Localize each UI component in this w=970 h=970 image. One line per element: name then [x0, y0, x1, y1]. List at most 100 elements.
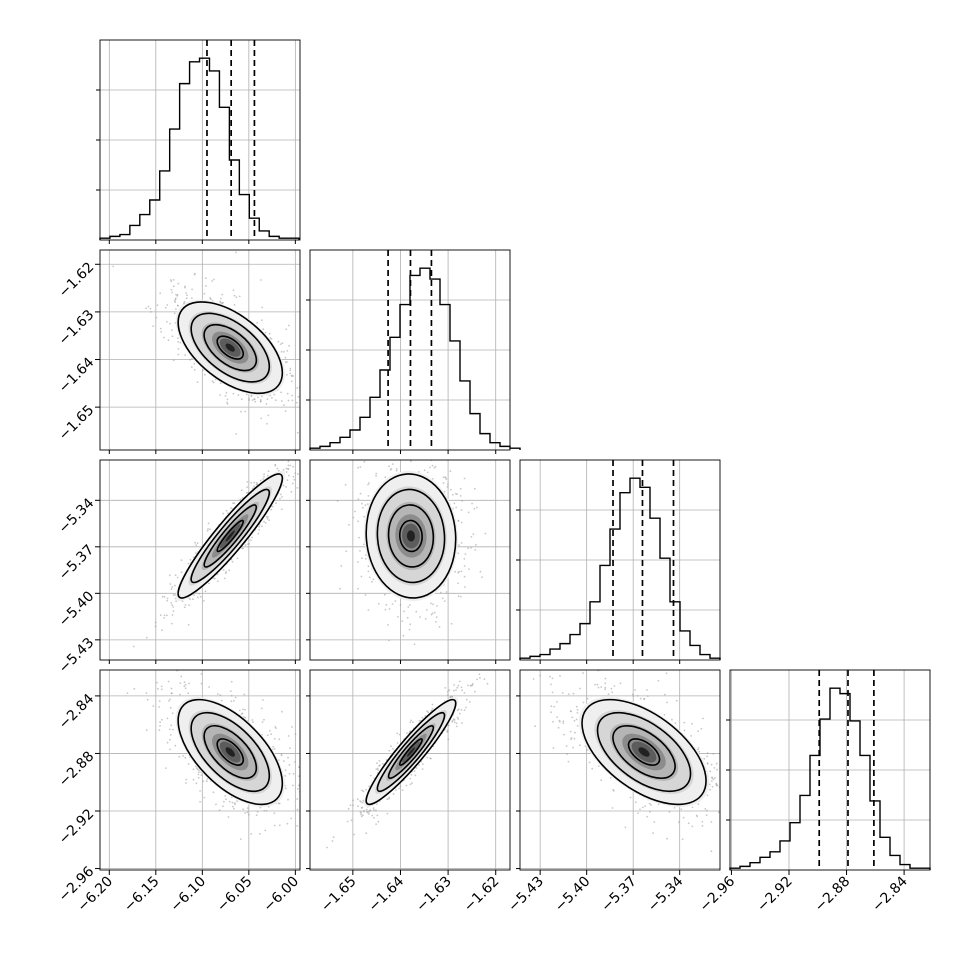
sample-point — [331, 840, 334, 842]
sample-point — [610, 687, 613, 690]
sample-point — [279, 454, 281, 456]
sample-point — [357, 561, 359, 563]
sample-point — [240, 398, 243, 401]
sample-point — [352, 516, 355, 519]
sample-point — [424, 715, 427, 717]
sample-point — [586, 749, 589, 751]
sample-point — [447, 483, 449, 486]
sample-point — [471, 502, 473, 505]
sample-point — [280, 350, 283, 353]
sample-point — [397, 616, 399, 618]
sample-point — [283, 760, 285, 762]
sample-point — [205, 277, 207, 280]
sample-point — [224, 572, 227, 575]
sample-point — [289, 464, 292, 467]
sample-point — [203, 796, 206, 799]
sample-point — [411, 782, 413, 785]
sample-point — [426, 471, 429, 474]
sample-point — [407, 606, 410, 608]
sample-point — [368, 810, 370, 813]
sample-point — [414, 451, 416, 453]
sample-point — [166, 599, 169, 602]
sample-point — [153, 649, 155, 651]
sample-point — [296, 401, 298, 404]
sample-point — [691, 806, 694, 809]
sample-point — [287, 464, 290, 467]
sample-point — [364, 558, 367, 560]
sample-point — [326, 846, 328, 849]
sample-point — [145, 307, 147, 310]
sample-point — [159, 292, 162, 295]
sample-point — [180, 559, 183, 561]
sample-point — [296, 825, 298, 827]
sample-point — [426, 609, 428, 611]
sample-point — [282, 484, 285, 487]
sample-point — [235, 251, 237, 254]
sample-point — [373, 816, 375, 819]
sample-point — [279, 497, 281, 500]
sample-point — [406, 616, 409, 619]
sample-point — [431, 707, 434, 710]
sample-point — [571, 716, 574, 719]
sample-point — [245, 492, 248, 494]
sample-point — [197, 776, 200, 779]
sample-point — [376, 767, 379, 770]
sample-point — [238, 709, 241, 712]
sample-point — [180, 571, 183, 574]
density-shade — [225, 530, 235, 542]
density-content — [532, 670, 722, 853]
sample-point — [666, 837, 668, 840]
sample-point — [166, 666, 168, 668]
sample-point — [160, 688, 163, 691]
sample-point — [271, 505, 274, 508]
sample-point — [193, 369, 196, 371]
sample-point — [226, 403, 229, 405]
sample-point — [206, 529, 209, 532]
sample-point — [348, 523, 350, 526]
sample-point — [413, 643, 416, 646]
sample-point — [207, 528, 209, 530]
sample-point — [472, 533, 475, 535]
sample-point — [682, 816, 685, 819]
sample-point — [259, 399, 262, 401]
sample-point — [239, 498, 242, 501]
sample-point — [426, 710, 429, 712]
sample-point — [362, 506, 364, 509]
sample-point — [174, 297, 177, 300]
sample-point — [272, 745, 275, 748]
contour-line — [177, 698, 284, 806]
sample-point — [384, 476, 387, 479]
sample-point — [177, 341, 180, 343]
sample-point — [297, 395, 300, 398]
sample-point — [246, 486, 249, 488]
sample-point — [378, 760, 381, 762]
sample-point — [236, 557, 239, 560]
sample-point — [294, 761, 296, 763]
sample-point — [240, 489, 243, 492]
sample-point — [664, 693, 666, 696]
sample-point — [720, 792, 722, 794]
sample-point — [297, 787, 299, 790]
sample-point — [220, 297, 222, 300]
sample-point — [412, 721, 414, 723]
density-content — [326, 673, 489, 849]
sample-point — [208, 582, 210, 585]
sample-point — [461, 689, 463, 692]
sample-point — [176, 576, 179, 579]
sample-point — [258, 525, 261, 528]
sample-point — [646, 695, 649, 697]
sample-point — [367, 570, 370, 573]
sample-point — [179, 693, 181, 696]
sample-point — [190, 366, 193, 368]
sample-point — [196, 381, 199, 383]
sample-point — [465, 698, 468, 701]
sample-point — [241, 497, 244, 499]
sample-point — [217, 693, 219, 695]
sample-point — [281, 342, 284, 344]
sample-point — [675, 699, 678, 702]
density-panel-3-2 — [519, 669, 722, 871]
panel-frame — [309, 669, 511, 871]
sample-point — [442, 476, 445, 479]
sample-point — [177, 337, 179, 339]
sample-point — [565, 745, 568, 747]
